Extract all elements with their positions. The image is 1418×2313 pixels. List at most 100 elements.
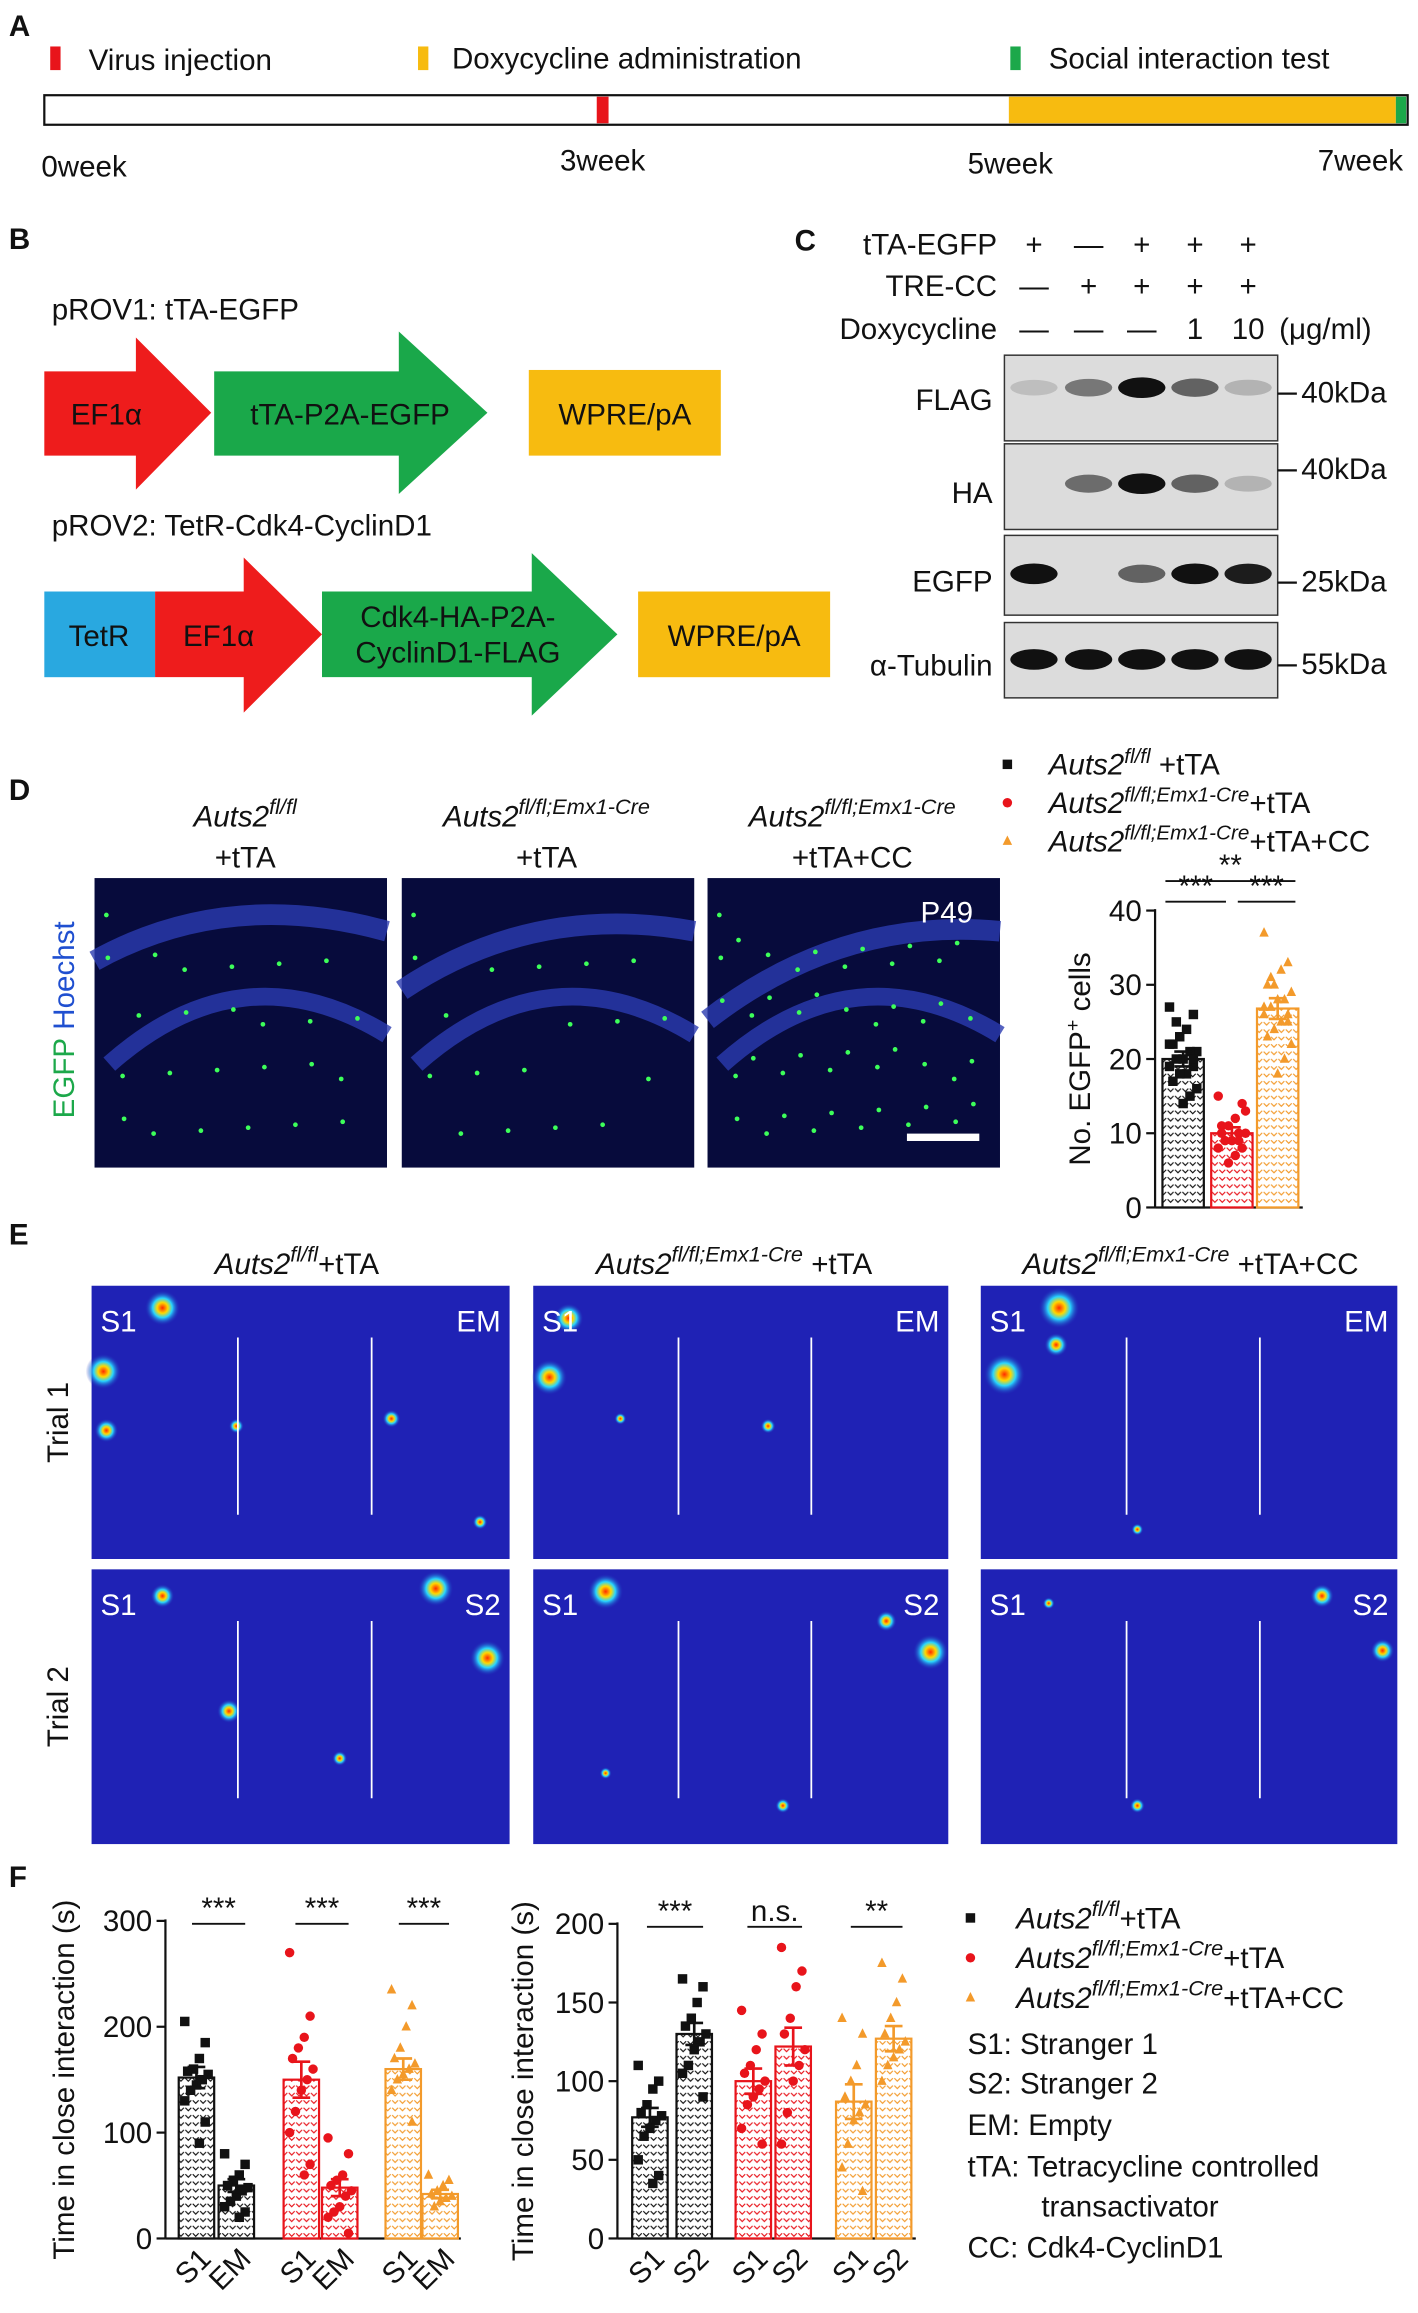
stain-egfp: EGFP <box>48 1038 81 1118</box>
cell-dot <box>505 1128 511 1134</box>
band <box>1118 564 1166 583</box>
cell-dot <box>889 961 895 967</box>
text-part: +tTA <box>803 1248 873 1281</box>
data-point <box>782 2107 793 2118</box>
cell-dot <box>120 1073 125 1079</box>
promoter-arrow <box>44 337 212 490</box>
error-bar <box>1174 1050 1193 1068</box>
band <box>1064 474 1113 493</box>
lane-sign: + <box>1240 229 1257 262</box>
x-tick-label: S2 <box>765 2242 814 2291</box>
data-point <box>854 2106 865 2117</box>
construct-title: pROV1: tTA-EGFP <box>52 294 299 327</box>
data-point <box>742 2100 753 2110</box>
data-point <box>651 2115 661 2126</box>
lane-sign: 1 <box>1187 313 1203 346</box>
data-point <box>240 2159 250 2170</box>
micrographs: Auts2fl/fl+tTAAuts2fl/fl;Emx1-Cre+tTAAut… <box>89 794 1005 1168</box>
cell-dot <box>845 1050 851 1055</box>
image-title: +tTA <box>516 842 577 875</box>
part-label: WPRE/pA <box>558 399 691 432</box>
heat-spot <box>228 1418 244 1434</box>
heat-spot <box>332 1751 348 1766</box>
heat-spot <box>1042 1597 1055 1610</box>
data-point <box>308 2064 318 2074</box>
data-point <box>1230 1113 1241 1124</box>
data-point <box>284 1947 295 1958</box>
data-point <box>1240 1128 1251 1138</box>
heatmap <box>533 1569 949 1845</box>
y-tick-label: 0 <box>588 2223 604 2256</box>
blot-label: HA <box>952 477 993 510</box>
data-point <box>426 2188 437 2198</box>
text-part: Auts2 <box>192 800 270 833</box>
text-part: Auts2 <box>594 1248 672 1281</box>
data-point <box>686 2013 697 2023</box>
error-bar <box>784 2026 803 2067</box>
band <box>1171 378 1219 397</box>
cell-dot <box>781 1113 787 1119</box>
lane-sign: + <box>1133 270 1150 303</box>
cell-dot <box>953 1119 959 1125</box>
text-part: +tTA <box>318 1248 379 1281</box>
data-point <box>1220 1135 1230 1146</box>
cell-dot <box>780 1070 786 1076</box>
cell-dot <box>920 1018 926 1024</box>
y-axis-label: No. EGFP+ cells <box>1062 952 1097 1165</box>
condition-label: TRE-CC <box>885 270 997 303</box>
band <box>1010 563 1058 585</box>
data-point <box>1223 1158 1234 1168</box>
cell-dot <box>938 1001 944 1006</box>
cell-dot <box>906 1122 911 1128</box>
panel-label: D <box>9 774 30 807</box>
text-part: Auts2 <box>441 800 519 833</box>
heat-spot <box>1038 1287 1080 1329</box>
error-bar <box>884 2024 903 2053</box>
data-point <box>299 2032 309 2043</box>
cell-dot <box>427 1073 433 1079</box>
data-point <box>180 2016 190 2027</box>
lane-sign: — <box>1127 313 1157 346</box>
cell-layer <box>701 919 1001 1029</box>
bar <box>384 2067 423 2240</box>
cell-dot <box>860 946 865 952</box>
data-point <box>1185 1091 1195 1101</box>
heat-spot <box>144 1290 181 1326</box>
x-tick-label: S2 <box>666 2242 715 2291</box>
cell-dot <box>443 1013 449 1018</box>
cell-dot <box>767 995 772 1001</box>
data-point <box>754 2084 764 2094</box>
superscript: fl/fl <box>290 1242 319 1267</box>
cell-dot <box>844 1007 849 1012</box>
data-point <box>680 2021 691 2031</box>
data-point <box>683 2060 694 2071</box>
cell-dot <box>795 967 800 973</box>
text-part: Time in close interaction (s) <box>48 1900 81 2260</box>
y-tick-label: 0 <box>1125 1192 1141 1225</box>
text-part: Time in close interaction (s) <box>507 1901 540 2261</box>
chamber-label: EM <box>895 1306 939 1339</box>
data-point <box>1237 1143 1247 1153</box>
y-tick-label: 0 <box>136 2223 152 2256</box>
cell-dot <box>875 1064 880 1070</box>
size-label: 40kDa <box>1301 453 1387 486</box>
data-point <box>1286 1038 1297 1048</box>
data-point <box>757 2029 767 2039</box>
abbreviation: EM: Empty <box>967 2109 1112 2142</box>
cell-dot <box>923 1104 929 1110</box>
y-tick-label: 30 <box>1109 969 1142 1002</box>
data-point <box>880 2028 890 2038</box>
cell-dot <box>489 967 495 973</box>
data-point <box>1272 1068 1283 1078</box>
data-point <box>386 1984 397 1994</box>
data-point <box>1283 956 1293 967</box>
cell-dot <box>937 958 942 964</box>
lane-sign: + <box>1240 270 1257 303</box>
text-part: Auts2 <box>1047 749 1125 782</box>
band <box>1224 379 1272 396</box>
data-point <box>302 2074 312 2085</box>
cell-dot <box>458 1131 464 1136</box>
data-point <box>305 2011 315 2021</box>
